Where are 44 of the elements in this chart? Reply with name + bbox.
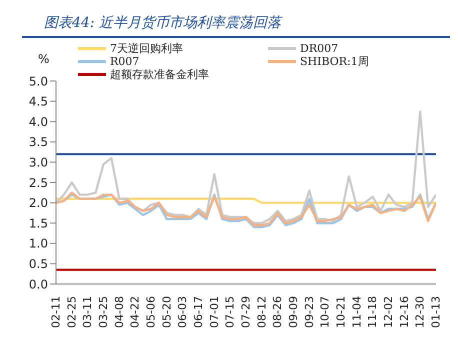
x-tick-label: 03-11	[81, 296, 94, 328]
x-tick-label: 01-13	[430, 296, 442, 328]
x-tick-label: 08-12	[255, 296, 268, 328]
y-tick-label: 5.0	[28, 74, 48, 88]
x-tick-label: 10-07	[318, 296, 332, 328]
x-tick-label: 12-02	[382, 296, 395, 328]
x-tick-label: 12-16	[398, 296, 411, 328]
x-tick-label: 04-08	[112, 296, 126, 328]
y-tick-label: 3.5	[28, 135, 48, 150]
x-tick-label: 07-15	[224, 296, 237, 328]
line-series	[56, 110, 436, 224]
y-tick-label: 2.5	[28, 176, 48, 190]
chart-title: 图表44: 近半月货币市场利率震荡回落	[22, 8, 450, 38]
x-tick-label: 11-04	[350, 296, 364, 328]
legend-label: DR007	[300, 42, 338, 55]
y-tick-label: 1.0	[28, 236, 48, 251]
y-tick-label: 0.5	[28, 256, 48, 271]
legend-label: SHIBOR:1周	[300, 55, 369, 68]
x-tick-label: 02-25	[65, 296, 78, 328]
y-tick-label: 3.0	[28, 155, 48, 170]
x-tick-label: 03-25	[97, 296, 110, 328]
x-tick-label: 07-29	[240, 296, 252, 328]
x-tick-label: 10-21	[334, 296, 348, 328]
y-axis-title: %	[38, 52, 50, 66]
x-tick-label: 08-26	[271, 296, 284, 328]
x-tick-label: 06-17	[192, 296, 205, 328]
x-tick-label: 07-01	[208, 296, 221, 328]
x-tick-label: 09-09	[287, 296, 300, 328]
x-tick-label: 05-20	[160, 296, 174, 328]
legend-label: R007	[110, 55, 140, 68]
x-tick-label: 06-03	[176, 296, 190, 328]
x-tick-label: 12-30	[414, 296, 427, 328]
x-tick-label: 02-11	[50, 296, 62, 328]
legend-label: 7天逆回购利率	[110, 42, 183, 55]
y-tick-label: 4.5	[28, 94, 48, 109]
x-tick-label: 05-06	[144, 296, 158, 328]
y-tick-label: 1.5	[28, 216, 48, 230]
y-tick-label: 4.0	[28, 114, 48, 129]
x-tick-label: 04-22	[128, 296, 142, 328]
x-tick-label: 09-23	[302, 296, 316, 328]
y-tick-label: 2.0	[28, 196, 48, 210]
y-tick-label: 0.0	[28, 277, 48, 292]
x-tick-label: 11-18	[366, 296, 380, 328]
legend-label: 超额存款准备金利率	[110, 68, 209, 81]
